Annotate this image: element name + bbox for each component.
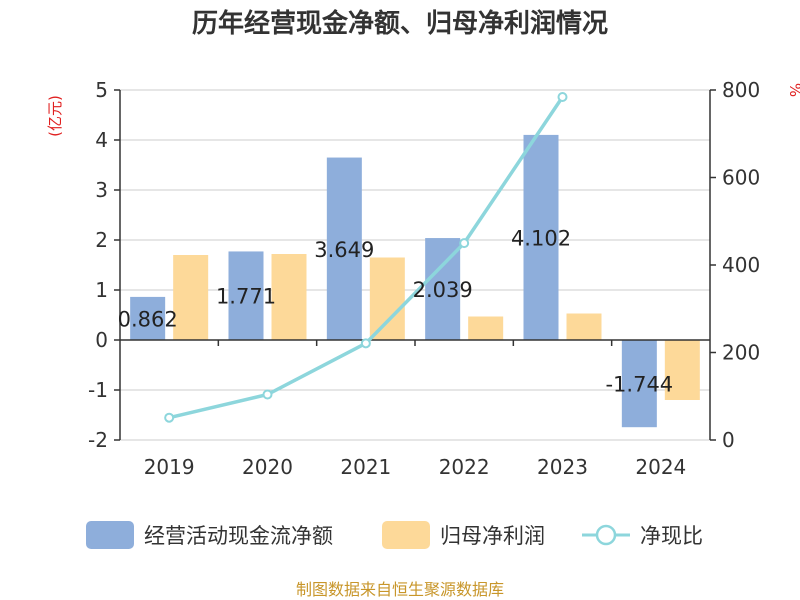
- bar-cashflow: [523, 134, 559, 340]
- left-tick-label: -1: [88, 378, 108, 402]
- bar-net-profit: [271, 254, 307, 340]
- bar-net-profit: [468, 316, 504, 340]
- legend-label-ratio: 净现比: [640, 524, 703, 548]
- x-tick-label: 2020: [242, 455, 293, 479]
- data-label-cashflow: -1.744: [605, 373, 673, 397]
- left-tick-label: -2: [88, 428, 108, 452]
- data-label-cashflow: 0.862: [118, 307, 178, 331]
- legend-label-net-profit: 归母净利润: [440, 524, 545, 548]
- chart-title: 历年经营现金净额、归母净利润情况: [192, 8, 608, 39]
- ratio-point: [557, 92, 568, 102]
- bar-series-group: [130, 134, 700, 428]
- x-tick-label: 2022: [439, 455, 490, 479]
- bar-net-profit: [664, 340, 700, 400]
- right-tick-label: 400: [722, 253, 760, 277]
- left-axis-unit: (亿元): [46, 95, 64, 137]
- left-tick-label: 4: [95, 128, 108, 152]
- ratio-point: [164, 412, 175, 423]
- legend: 经营活动现金流净额 归母净利润 净现比: [86, 521, 703, 549]
- left-tick-label: 3: [95, 178, 108, 202]
- x-tick-label: 2024: [635, 455, 686, 479]
- x-tick-label: 2021: [340, 455, 391, 479]
- source-note: 制图数据来自恒生聚源数据库: [296, 580, 504, 599]
- bar-net-profit: [369, 257, 405, 340]
- ratio-point: [360, 338, 371, 349]
- legend-label-cashflow: 经营活动现金流净额: [144, 524, 333, 548]
- bar-cashflow: [130, 296, 166, 340]
- left-tick-label: 5: [95, 78, 108, 102]
- data-labels-group: 0.862 1.771 3.649 2.039 4.102 -1.744: [118, 226, 674, 396]
- bar-cashflow: [228, 251, 264, 340]
- right-tick-label: 200: [722, 341, 760, 365]
- legend-swatch-net-profit: [382, 521, 430, 549]
- data-label-cashflow: 4.102: [511, 226, 571, 250]
- legend-marker-ratio: [595, 524, 617, 546]
- data-label-cashflow: 1.771: [216, 285, 276, 309]
- legend-swatch-cashflow: [86, 521, 134, 549]
- ratio-point: [262, 389, 273, 400]
- bar-cashflow: [621, 340, 657, 428]
- right-tick-label: 600: [722, 166, 760, 190]
- left-tick-label: 2: [95, 228, 108, 252]
- left-tick-label: 0: [95, 328, 108, 352]
- line-series-group: [164, 92, 568, 423]
- x-tick-label: 2019: [144, 455, 195, 479]
- right-tick-label: 800: [722, 78, 760, 102]
- bar-cashflow: [326, 157, 362, 340]
- bar-net-profit: [173, 255, 209, 340]
- x-tick-label: 2023: [537, 455, 588, 479]
- data-label-cashflow: 2.039: [413, 278, 473, 302]
- gridlines: [120, 89, 710, 441]
- bar-net-profit: [566, 313, 602, 340]
- right-tick-label: 0: [722, 428, 735, 452]
- axes-group: -2 -1 0 1 2 3 4 5 0 200 400 600 800 2019 2020 2021 2022 2…: [88, 78, 760, 479]
- left-tick-label: 1: [95, 278, 108, 302]
- data-label-cashflow: 3.649: [314, 238, 374, 262]
- ratio-point: [459, 238, 470, 249]
- right-axis-unit: %: [786, 83, 800, 97]
